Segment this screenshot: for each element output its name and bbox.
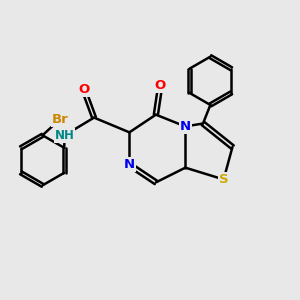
- Text: O: O: [155, 79, 166, 92]
- Text: S: S: [219, 173, 228, 186]
- Text: NH: NH: [55, 129, 74, 142]
- Text: N: N: [180, 120, 191, 133]
- Text: O: O: [78, 83, 89, 96]
- Text: Br: Br: [52, 112, 69, 126]
- Text: N: N: [124, 158, 135, 171]
